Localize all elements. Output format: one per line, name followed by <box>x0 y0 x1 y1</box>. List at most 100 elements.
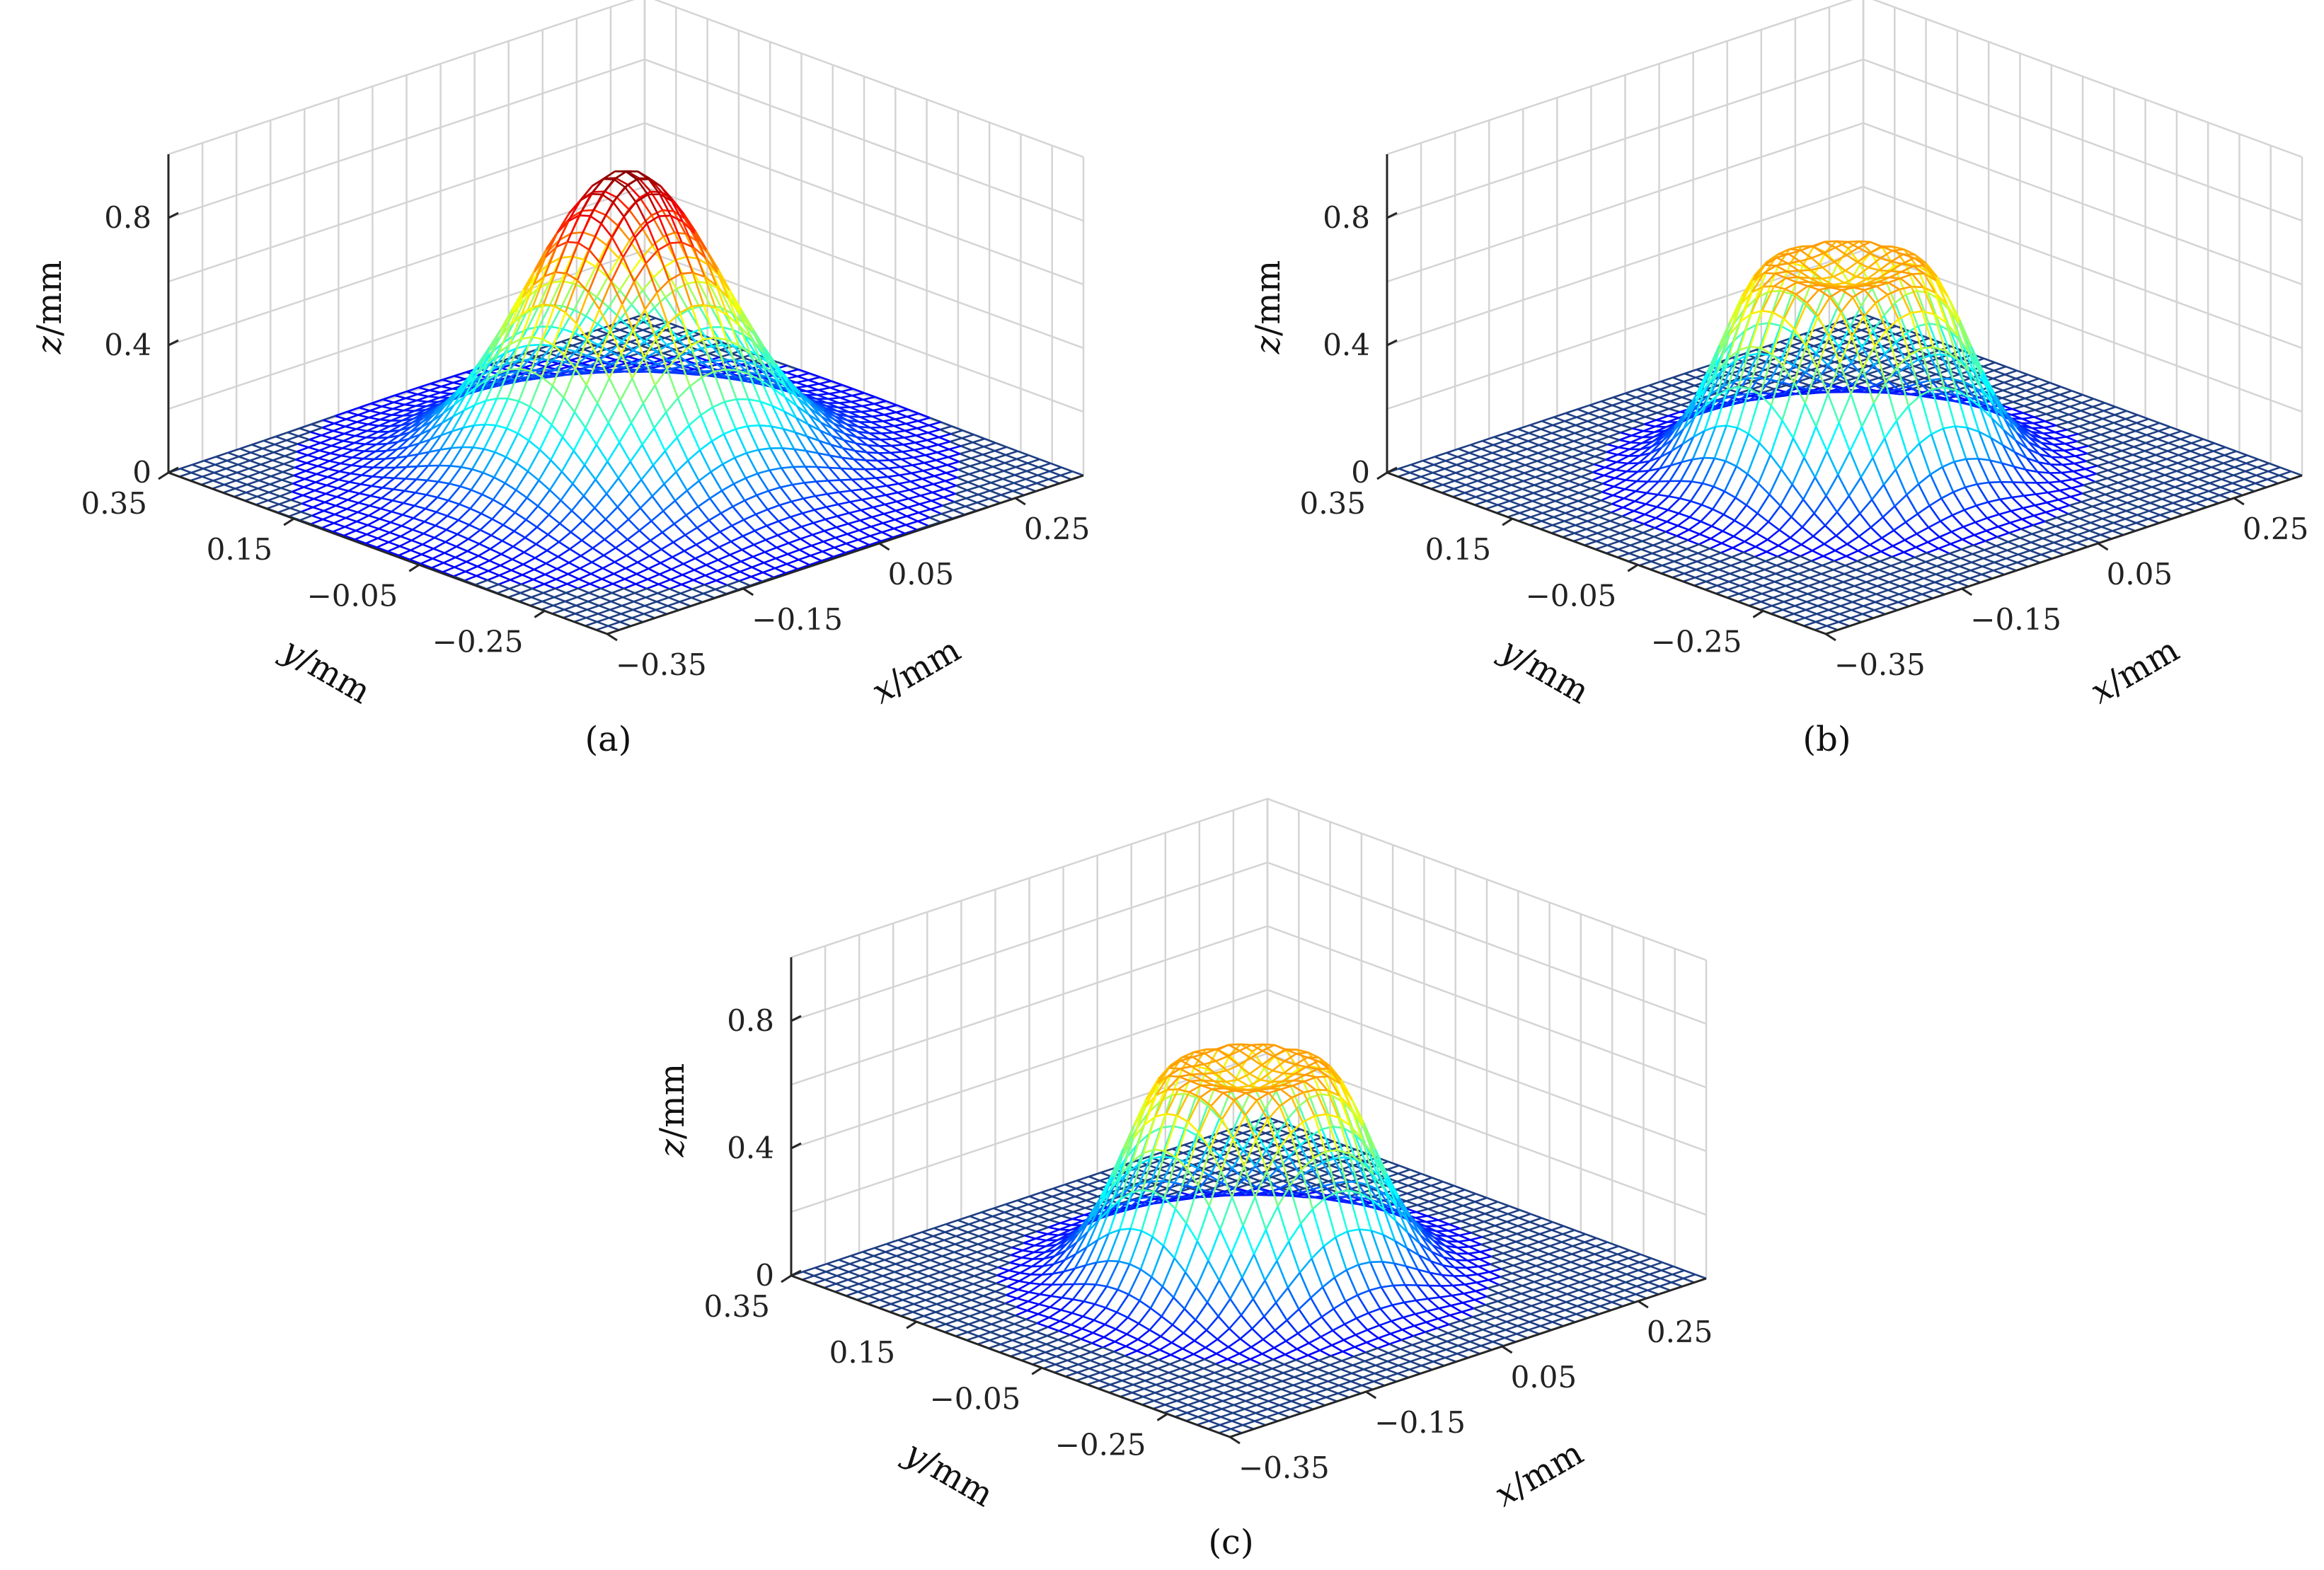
mesh-segment <box>1669 396 1683 403</box>
mesh-segment <box>418 382 431 388</box>
mesh-segment <box>654 385 667 413</box>
mesh-segment <box>401 525 413 531</box>
mesh-segment <box>1764 256 1778 266</box>
mesh-segment <box>1587 420 1599 427</box>
mesh-segment <box>2201 450 2214 456</box>
mesh-segment <box>1561 444 1574 450</box>
mesh-segment <box>355 434 367 439</box>
mesh-segment <box>713 368 726 373</box>
mesh-segment <box>850 405 863 408</box>
mesh-segment <box>1857 361 1870 367</box>
mesh-segment <box>688 333 702 350</box>
mesh-segment <box>881 432 894 434</box>
mesh-segment <box>776 542 789 549</box>
mesh-segment <box>481 512 493 520</box>
mesh-segment <box>1446 448 1459 454</box>
mesh-segment <box>2225 446 2237 453</box>
mesh-segment <box>622 256 635 282</box>
mesh-segment <box>558 541 571 550</box>
mesh-segment <box>676 425 690 439</box>
mesh-segment <box>960 441 974 447</box>
mesh-segment <box>1742 369 1754 375</box>
mesh-segment <box>352 450 365 458</box>
mesh-segment <box>303 481 316 488</box>
mesh-segment <box>1517 428 1530 434</box>
mesh-segment <box>643 357 656 386</box>
mesh-segment <box>528 344 541 360</box>
mesh-segment <box>543 583 556 590</box>
mesh-segment <box>338 473 351 481</box>
mesh-segment <box>980 469 993 476</box>
mesh-segment <box>2157 438 2169 444</box>
mesh-segment <box>464 575 477 582</box>
mesh-segment <box>1885 379 1899 391</box>
mesh-segment <box>910 478 923 483</box>
mesh-segment <box>2154 462 2166 468</box>
mesh-segment <box>493 352 505 370</box>
mesh-segment <box>519 307 534 340</box>
mesh-segment <box>680 592 692 599</box>
mesh-segment <box>399 539 413 548</box>
mesh-segment <box>456 533 469 540</box>
mesh-segment <box>442 375 455 381</box>
mesh-segment <box>671 200 684 222</box>
mesh-segment <box>909 489 921 497</box>
mesh-segment <box>491 518 504 526</box>
mesh-segment <box>514 512 527 521</box>
mesh-segment <box>604 355 617 362</box>
mesh-segment <box>572 340 585 347</box>
mesh-segment <box>1570 460 1584 466</box>
mesh-segment <box>1608 436 1620 441</box>
mesh-segment <box>953 509 965 516</box>
mesh-segment <box>1027 462 1040 468</box>
mesh-segment <box>391 510 403 516</box>
mesh-segment <box>741 543 754 551</box>
mesh-segment <box>536 526 549 536</box>
mesh-segment <box>730 535 744 543</box>
mesh-segment <box>336 496 348 501</box>
mesh-segment <box>543 303 555 307</box>
mesh-segment <box>861 496 875 501</box>
mesh-segment <box>569 539 582 550</box>
mesh-segment <box>724 398 737 403</box>
mesh-segment <box>552 608 565 615</box>
mesh-segment <box>380 412 392 416</box>
mesh-segment <box>1639 446 1652 457</box>
mesh-segment <box>640 479 653 497</box>
mesh-segment <box>357 410 371 416</box>
mesh-segment <box>1398 468 1410 474</box>
mesh-segment <box>340 462 352 466</box>
mesh-segment <box>909 486 922 491</box>
mesh-segment <box>1552 420 1565 427</box>
mesh-segment <box>609 608 621 615</box>
mesh-segment <box>599 236 614 264</box>
mesh-segment <box>504 347 517 365</box>
mesh-segment <box>471 489 483 496</box>
mesh-segment <box>779 500 792 507</box>
mesh-segment <box>863 477 876 480</box>
mesh-segment <box>451 446 463 449</box>
mesh-segment <box>927 432 940 439</box>
mesh-segment <box>2111 437 2124 444</box>
mesh-segment <box>2235 458 2247 465</box>
mesh-segment <box>519 596 532 603</box>
mesh-segment <box>262 447 275 454</box>
mesh-segment <box>369 410 381 415</box>
mesh-segment <box>829 454 842 469</box>
mesh-segment <box>1718 376 1730 383</box>
mesh-segment <box>1660 380 1672 387</box>
mesh-segment <box>389 531 401 538</box>
mesh-segment <box>1553 416 1565 422</box>
mesh-segment <box>360 483 372 487</box>
mesh-segment <box>320 437 333 444</box>
mesh-segment <box>1490 463 1503 471</box>
mesh-segment <box>667 345 680 357</box>
mesh-segment <box>1841 383 1853 391</box>
mesh-segment <box>670 214 684 223</box>
mesh-segment <box>767 504 780 511</box>
mesh-segment <box>735 428 748 454</box>
mesh-segment <box>608 306 621 320</box>
mesh-segment <box>611 216 625 238</box>
mesh-segment <box>2257 458 2270 465</box>
mesh-segment <box>502 512 516 526</box>
